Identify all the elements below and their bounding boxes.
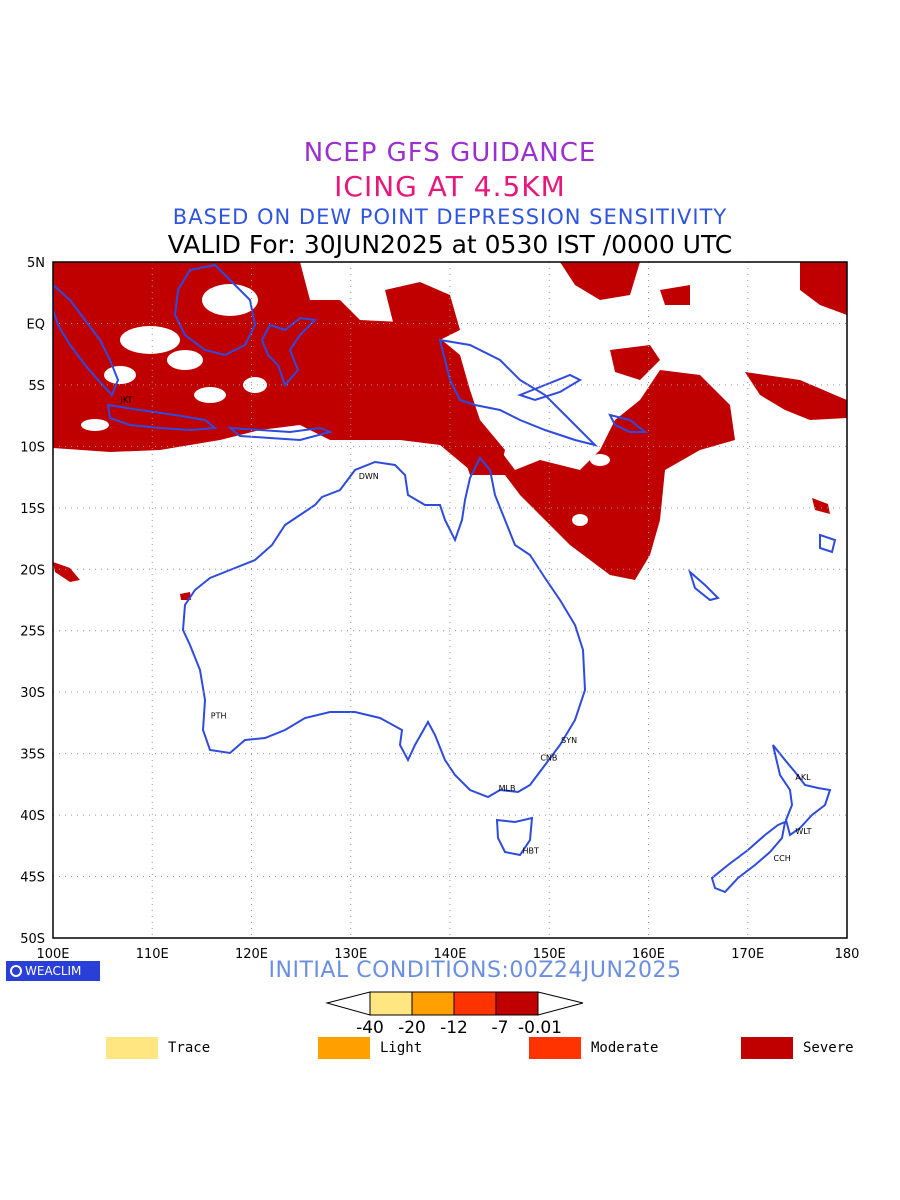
lat-label: 40S — [20, 809, 45, 824]
legend-label: Trace — [168, 1040, 211, 1056]
legend-swatch — [106, 1037, 158, 1059]
legend-label: Light — [380, 1040, 423, 1056]
lon-label: 110E — [136, 947, 169, 962]
initial-conditions: INITIAL CONDITIONS:00Z24JUN2025 — [268, 958, 682, 983]
nz-south-island-coast — [710, 820, 787, 894]
station-label: AKL — [795, 773, 811, 782]
station-label: CNB — [540, 753, 557, 762]
coastlines — [53, 263, 837, 894]
brand-text: WEACLIM — [25, 964, 82, 978]
new-guinea-coast — [438, 338, 599, 447]
lon-label: 180 — [835, 947, 860, 962]
station-label: WLT — [795, 827, 811, 836]
lat-label: 25S — [20, 625, 45, 640]
legend-swatch — [741, 1037, 793, 1059]
lat-label: 45S — [20, 871, 45, 886]
colorbar-moderate-box — [453, 991, 497, 1016]
map-frame — [52, 261, 848, 939]
legend-swatch — [318, 1037, 370, 1059]
colorbar-light-box — [411, 991, 455, 1016]
lon-label: 140E — [433, 947, 466, 962]
title-method: BASED ON DEW POINT DEPRESSION SENSITIVIT… — [172, 205, 728, 229]
colorbar-tick: -20 — [398, 1018, 426, 1038]
legend-label: Severe — [803, 1040, 854, 1056]
tasmania-coast — [495, 816, 534, 857]
colorbar-tick: -0.01 — [518, 1018, 562, 1038]
colorbar: -40 -20 -12 -7 -0.01 — [325, 991, 584, 1038]
lon-label: 130E — [334, 947, 367, 962]
title-model: NCEP GFS GUIDANCE — [303, 138, 597, 168]
lon-label: 150E — [533, 947, 566, 962]
colorbar-trace-box — [369, 991, 413, 1016]
colorbar-tick: -12 — [440, 1018, 468, 1038]
lat-label: 50S — [20, 932, 45, 947]
lon-label: 160E — [632, 947, 665, 962]
station-label: HBT — [522, 847, 539, 856]
station-label: SYN — [561, 736, 577, 745]
colorbar-severe-box — [495, 991, 539, 1016]
sulawesi-coast — [260, 316, 318, 387]
legend-swatch — [529, 1037, 581, 1059]
station-label: DWN — [359, 472, 379, 481]
nz-north-island-coast — [772, 744, 832, 837]
lat-label: 20S — [20, 563, 45, 578]
weaclim-logo: WEACLIM — [6, 961, 100, 981]
icing-gaps — [81, 280, 610, 526]
copyright-icon — [10, 965, 22, 977]
lon-label: 100E — [36, 947, 69, 962]
java-coast — [106, 403, 218, 432]
title-product: ICING AT 4.5KM — [334, 170, 566, 203]
lon-label: 170E — [731, 947, 764, 962]
lat-label: 10S — [20, 440, 45, 455]
legend-label: Moderate — [591, 1040, 659, 1056]
grid-lines — [53, 262, 847, 938]
borneo-coast — [173, 263, 257, 357]
lat-label: 5N — [27, 256, 45, 271]
station-label: PTH — [211, 712, 227, 721]
colorbar-arrow-left — [325, 991, 371, 1016]
title-valid-time: VALID For: 30JUN2025 at 0530 IST /0000 U… — [167, 230, 733, 259]
sumatra-coast — [53, 283, 120, 397]
station-label: CCH — [774, 854, 791, 863]
lat-label: 5S — [28, 379, 45, 394]
station-label: JKT — [119, 396, 132, 405]
station-label: MLB — [499, 784, 516, 793]
lon-label: 120E — [235, 947, 268, 962]
lat-label: EQ — [27, 317, 45, 332]
colorbar-tick: -40 — [356, 1018, 384, 1038]
australia-coast — [181, 456, 587, 799]
lat-label: 15S — [20, 502, 45, 517]
colorbar-tick: -7 — [492, 1018, 509, 1038]
lat-label: 35S — [20, 748, 45, 763]
lat-label: 30S — [20, 686, 45, 701]
colorbar-arrow-right — [537, 991, 584, 1016]
